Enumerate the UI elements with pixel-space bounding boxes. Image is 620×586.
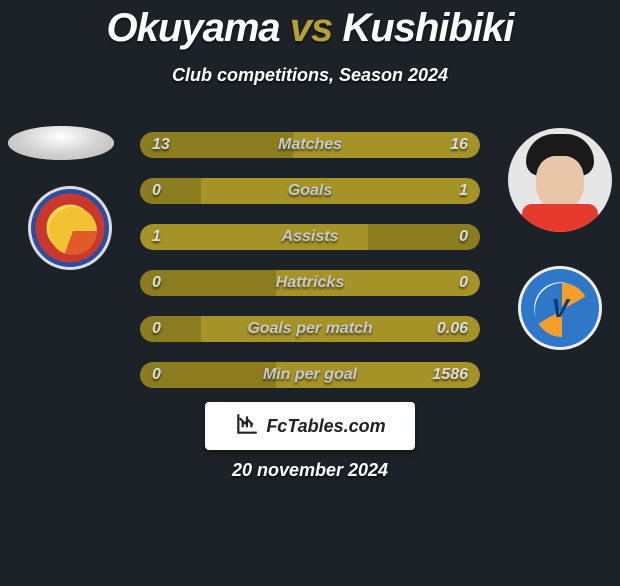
player-left-club-crest <box>28 186 112 270</box>
stat-label: Matches <box>140 132 480 158</box>
stat-value-right: 1 <box>459 178 468 204</box>
stat-value-right: 16 <box>450 132 468 158</box>
date-text: 20 november 2024 <box>0 460 620 481</box>
player-right-club-crest <box>518 266 602 350</box>
stat-label: Min per goal <box>140 362 480 388</box>
stat-label: Goals <box>140 178 480 204</box>
stat-label: Goals per match <box>140 316 480 342</box>
stat-row: 0Goals per match0.06 <box>140 316 480 342</box>
title-vs: vs <box>290 6 333 50</box>
stat-value-right: 0 <box>459 270 468 296</box>
stat-row: 0Goals1 <box>140 178 480 204</box>
page-title: Okuyama vs Kushibiki <box>0 6 620 51</box>
stat-row: 13Matches16 <box>140 132 480 158</box>
subtitle: Club competitions, Season 2024 <box>0 65 620 86</box>
title-player-right: Kushibiki <box>342 6 513 50</box>
player-left-avatar <box>8 126 114 160</box>
stat-row: 1Assists0 <box>140 224 480 250</box>
brand-badge: FcTables.com <box>205 402 415 450</box>
chart-icon <box>234 411 260 442</box>
stat-value-right: 0.06 <box>437 316 468 342</box>
stat-value-right: 1586 <box>432 362 468 388</box>
title-player-left: Okuyama <box>107 6 280 50</box>
stat-row: 0Hattricks0 <box>140 270 480 296</box>
stat-row: 0Min per goal1586 <box>140 362 480 388</box>
brand-text: FcTables.com <box>266 416 385 437</box>
stat-label: Hattricks <box>140 270 480 296</box>
player-right-avatar <box>508 128 612 232</box>
stat-label: Assists <box>140 224 480 250</box>
stat-value-right: 0 <box>459 224 468 250</box>
stats-container: 13Matches160Goals11Assists00Hattricks00G… <box>140 132 480 408</box>
